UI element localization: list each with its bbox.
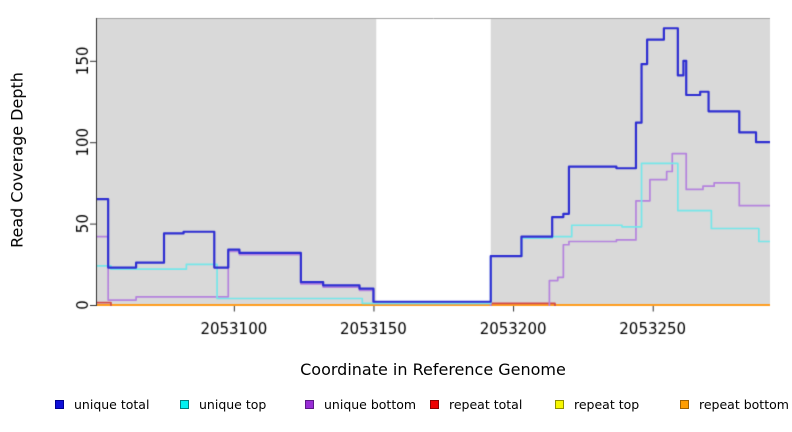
legend-swatch-repeat-top: [555, 400, 564, 409]
legend-item-repeat-top: repeat top: [555, 397, 680, 412]
legend-swatch-unique-bottom: [305, 400, 314, 409]
x-axis-title: Coordinate in Reference Genome: [300, 360, 566, 379]
plot-canvas: [0, 0, 792, 348]
legend-label: repeat top: [574, 397, 640, 412]
legend-label: unique total: [74, 397, 150, 412]
legend-swatch-unique-total: [55, 400, 64, 409]
y-axis-title: Read Coverage Depth: [7, 72, 27, 248]
legend-item-repeat-bottom: repeat bottom: [680, 397, 792, 412]
legend-swatch-unique-top: [180, 400, 189, 409]
legend-label: repeat bottom: [699, 397, 789, 412]
legend-label: unique bottom: [324, 397, 417, 412]
legend-label: repeat total: [449, 397, 523, 412]
legend-swatch-repeat-bottom: [680, 400, 689, 409]
legend-item-repeat-total: repeat total: [430, 397, 555, 412]
legend-swatch-repeat-total: [430, 400, 439, 409]
legend-item-unique-bottom: unique bottom: [305, 397, 430, 412]
legend-item-unique-top: unique top: [180, 397, 305, 412]
legend-item-unique-total: unique total: [55, 397, 180, 412]
legend-label: unique top: [199, 397, 267, 412]
legend: unique total unique top unique bottom re…: [55, 397, 792, 412]
